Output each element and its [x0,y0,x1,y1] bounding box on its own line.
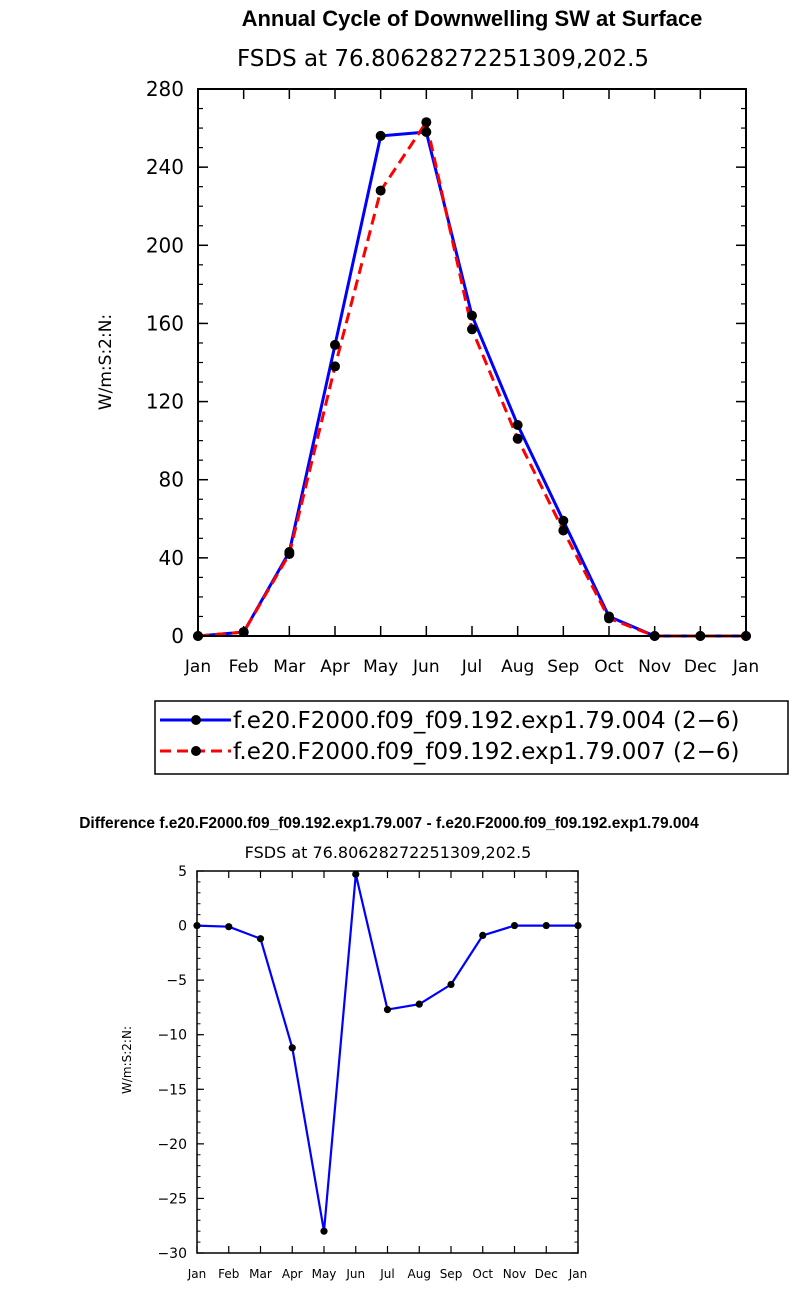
axis-ticks [197,88,747,637]
diff-chart-subtitle: FSDS at 76.80628272251309,202.5 [245,843,532,862]
data-point [467,324,477,335]
diff-plot-area [193,870,582,1235]
chart-title: Annual Cycle of Downwelling SW at Surfac… [242,6,703,31]
x-tick-label: Dec [684,657,717,677]
data-point [383,1006,392,1014]
data-point [479,931,487,939]
diff-chart-title: Difference f.e20.F2000.f09_f09.192.exp1.… [79,815,699,832]
data-point [558,515,569,526]
y-tick-label: 5 [178,864,187,880]
data-point [510,921,519,930]
y-tick-label: 80 [159,468,184,492]
data-point [558,525,569,536]
x-tick-label: Nov [638,657,671,677]
legend-label-1: f.e20.F2000.f09_f09.192.exp1.79.004 (2−6… [233,708,739,734]
x-tick-label: Apr [320,657,349,677]
data-point [512,433,523,444]
y-tick-label: 40 [159,546,184,570]
y-tick-label: 160 [146,311,184,335]
y-tick-label: 120 [146,390,184,414]
data-point [330,361,340,372]
x-tick-label: Dec [535,1267,558,1281]
data-point [320,1227,328,1235]
legend: f.e20.F2000.f09_f09.192.exp1.79.004 (2−6… [154,700,789,775]
data-point [604,613,614,624]
series-line-1 [196,873,578,1233]
legend-entry-2: f.e20.F2000.f09_f09.192.exp1.79.007 (2−6… [160,739,739,765]
x-tick-label: Sep [547,657,579,677]
y-tick-label: −15 [157,1082,187,1098]
x-tick-label: Oct [594,657,624,677]
data-point [238,627,249,638]
y-axis-label: W/m:S:2:N: [96,314,116,410]
x-tick-label: May [363,657,398,677]
data-point [512,420,523,431]
x-tick-label: Mar [273,657,305,677]
x-tick-label: Jan [732,657,759,677]
y-tick-label: −30 [157,1246,187,1262]
data-point [415,1000,423,1008]
x-tick-label: Mar [249,1267,272,1281]
legend-box [154,700,789,775]
y-tick-label: −25 [157,1191,187,1207]
data-point [375,130,386,141]
x-tick-label: May [312,1267,337,1281]
x-tick-label: Aug [408,1267,431,1281]
x-tick-label: Jul [461,657,483,677]
x-tick-label: Jan [568,1267,588,1281]
x-tick-label: Aug [501,657,534,677]
y-tick-label: 280 [146,77,184,101]
diff-x-tick-labels: Jan Feb Mar Apr May Jun Jul Aug Sep Oct Nov Dec Jan [187,1267,588,1281]
x-tick-label: Jun [412,657,440,677]
diff-plot-frame [196,870,579,1254]
plot-frame [197,88,747,637]
y-tick-labels: 0 40 80 120 160 200 240 280 [146,77,184,648]
x-tick-label: Jan [184,657,211,677]
legend-label-2: f.e20.F2000.f09_f09.192.exp1.79.007 (2−6… [233,739,739,765]
x-tick-label: Sep [440,1267,463,1281]
x-tick-label: Feb [229,657,259,677]
data-point [467,310,477,321]
data-point [421,117,432,128]
diff-y-tick-labels: 5 0 −5 −10 −15 −20 −25 −30 [157,864,187,1262]
diff-axis-ticks [196,870,579,1254]
data-point [352,870,360,878]
y-tick-label: 0 [171,624,184,648]
series-line-1 [197,130,746,638]
data-point [284,548,295,559]
legend-entry-1: f.e20.F2000.f09_f09.192.exp1.79.004 (2−6… [160,708,739,734]
legend-marker-1 [191,715,201,725]
data-point [225,923,233,931]
plot-area [193,117,751,641]
x-tick-labels: Jan Feb Mar Apr May Jun Jul Aug Sep Oct Nov Dec Jan [184,657,759,677]
y-tick-label: 240 [146,155,184,179]
data-point [256,935,265,943]
y-tick-label: 0 [178,919,187,935]
data-point [542,921,550,930]
y-tick-label: −10 [157,1028,187,1044]
y-tick-label: 200 [146,233,184,257]
y-tick-label: −5 [166,973,187,989]
chart-subtitle: FSDS at 76.80628272251309,202.5 [237,46,649,72]
x-tick-label: Apr [282,1267,303,1281]
x-tick-label: Feb [218,1267,239,1281]
x-tick-label: Oct [472,1267,493,1281]
data-point [375,185,386,196]
legend-marker-2 [191,746,201,756]
data-point [330,339,340,350]
x-tick-label: Jul [379,1267,394,1281]
series-line-2 [197,120,746,638]
chart-annual-cycle: Annual Cycle of Downwelling SW at Surfac… [96,6,789,775]
data-point [447,980,455,989]
x-tick-label: Jan [187,1267,207,1281]
diff-y-axis-label: W/m:S:2:N: [120,1026,134,1094]
x-tick-label: Nov [503,1267,526,1281]
data-point [288,1044,296,1052]
data-point [421,126,432,137]
chart-difference: Difference f.e20.F2000.f09_f09.192.exp1.… [79,815,699,1281]
x-tick-label: Jun [345,1267,365,1281]
y-tick-label: −20 [157,1137,187,1153]
